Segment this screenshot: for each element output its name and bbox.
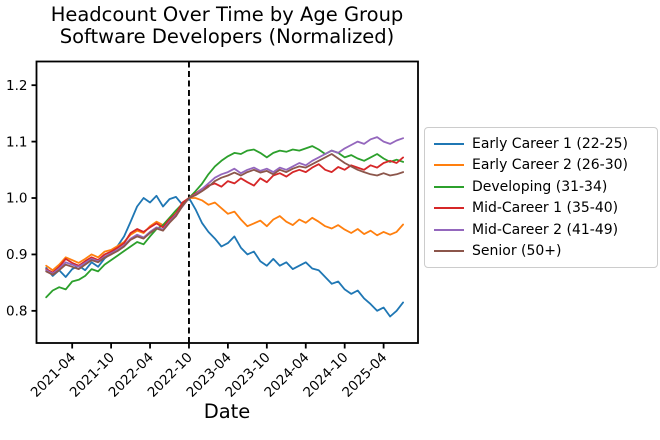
chart-title-line1: Headcount Over Time by Age Group bbox=[50, 3, 404, 26]
legend-label: Developing (31-34) bbox=[472, 178, 608, 195]
legend-label: Early Career 1 (22-25) bbox=[472, 135, 629, 152]
legend-item-2: Early Career 2 (26-30) bbox=[434, 155, 649, 177]
y-tick-label: 1.2 bbox=[6, 78, 27, 94]
legend-line-sample bbox=[434, 142, 464, 145]
legend-item-5: Mid-Career 2 (41-49) bbox=[434, 219, 649, 241]
legend-item-6: Senior (50+) bbox=[434, 241, 649, 263]
y-tick-label: 0.9 bbox=[6, 247, 27, 263]
line-developing-31-34 bbox=[45, 145, 405, 299]
line-senior-50 bbox=[45, 153, 405, 276]
line-mid-career-2-41-49 bbox=[45, 136, 405, 275]
legend-label: Mid-Career 1 (35-40) bbox=[472, 200, 619, 217]
chart-title: Headcount Over Time by Age Group Softwar… bbox=[51, 4, 404, 48]
plot-border bbox=[35, 60, 419, 344]
y-tick-label: 1.0 bbox=[6, 191, 27, 207]
legend-item-4: Mid-Career 1 (35-40) bbox=[434, 198, 649, 220]
series-lines bbox=[45, 136, 405, 318]
x-axis: 2021-042021-102022-042022-102023-042023-… bbox=[28, 343, 390, 401]
legend-line-sample bbox=[434, 228, 464, 231]
x-axis-label: Date bbox=[203, 400, 251, 423]
legend-line-sample bbox=[434, 185, 464, 188]
legend-label: Early Career 2 (26-30) bbox=[472, 157, 629, 174]
line-mid-career-1-35-40 bbox=[45, 156, 405, 274]
y-tick-label: 0.8 bbox=[6, 304, 27, 320]
chart-title-line2: Software Developers (Normalized) bbox=[59, 25, 395, 48]
legend-line-sample bbox=[434, 164, 464, 167]
legend-item-3: Developing (31-34) bbox=[434, 176, 649, 198]
legend: Early Career 1 (22-25) Early Career 2 (26… bbox=[424, 127, 658, 268]
y-axis: 0.8 0.9 1.0 1.1 1.2 bbox=[6, 78, 37, 320]
legend-line-sample bbox=[434, 250, 464, 253]
legend-label: Mid-Career 2 (41-49) bbox=[472, 221, 619, 238]
y-tick-label: 1.1 bbox=[6, 134, 27, 150]
line-early-career-2-26-30 bbox=[45, 197, 405, 272]
legend-item-1: Early Career 1 (22-25) bbox=[434, 133, 649, 155]
legend-label: Senior (50+) bbox=[472, 243, 562, 260]
legend-line-sample bbox=[434, 207, 464, 210]
